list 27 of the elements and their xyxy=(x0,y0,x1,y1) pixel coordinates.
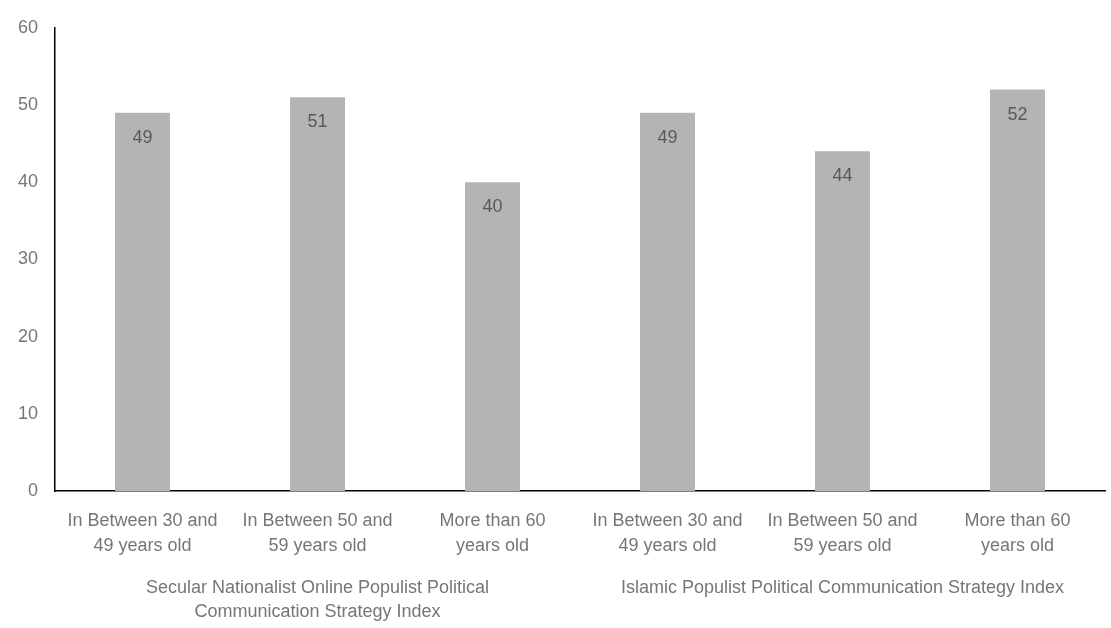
data-label: 49 xyxy=(132,126,153,147)
y-tick-label: 10 xyxy=(17,402,38,423)
bar xyxy=(640,112,695,491)
data-label: 40 xyxy=(482,196,503,217)
x-tick-label: In Between 30 and 49 years old xyxy=(67,509,218,555)
x-tick-label: In Between 50 and 59 years old xyxy=(242,509,393,555)
data-label: 52 xyxy=(1007,103,1028,124)
x-tick-label: More than 60 years old xyxy=(439,509,546,555)
bar xyxy=(115,112,170,491)
bar xyxy=(290,97,345,491)
bar xyxy=(465,182,520,491)
bar xyxy=(990,89,1045,491)
text: Islamic Populist Political Communication Strategy Index xyxy=(620,576,1065,597)
data-label: 49 xyxy=(657,126,678,147)
x-tick-label: In Between 50 and 59 years old xyxy=(767,509,918,555)
y-tick-label: 40 xyxy=(17,171,38,192)
text: Secular Nationalist Online Populist Political Communication Strategy Index xyxy=(145,576,490,621)
y-tick-label: 50 xyxy=(17,93,38,114)
x-tick-label: More than 60 years old xyxy=(964,509,1071,555)
x-tick-label: In Between 30 and 49 years old xyxy=(592,509,743,555)
y-tick-label: 30 xyxy=(17,248,38,269)
bar xyxy=(815,151,870,491)
y-tick-label: 0 xyxy=(27,479,38,500)
data-label: 44 xyxy=(832,165,853,186)
y-tick-label: 60 xyxy=(17,16,38,37)
y-tick-label: 20 xyxy=(17,325,38,346)
data-label: 51 xyxy=(307,111,328,132)
